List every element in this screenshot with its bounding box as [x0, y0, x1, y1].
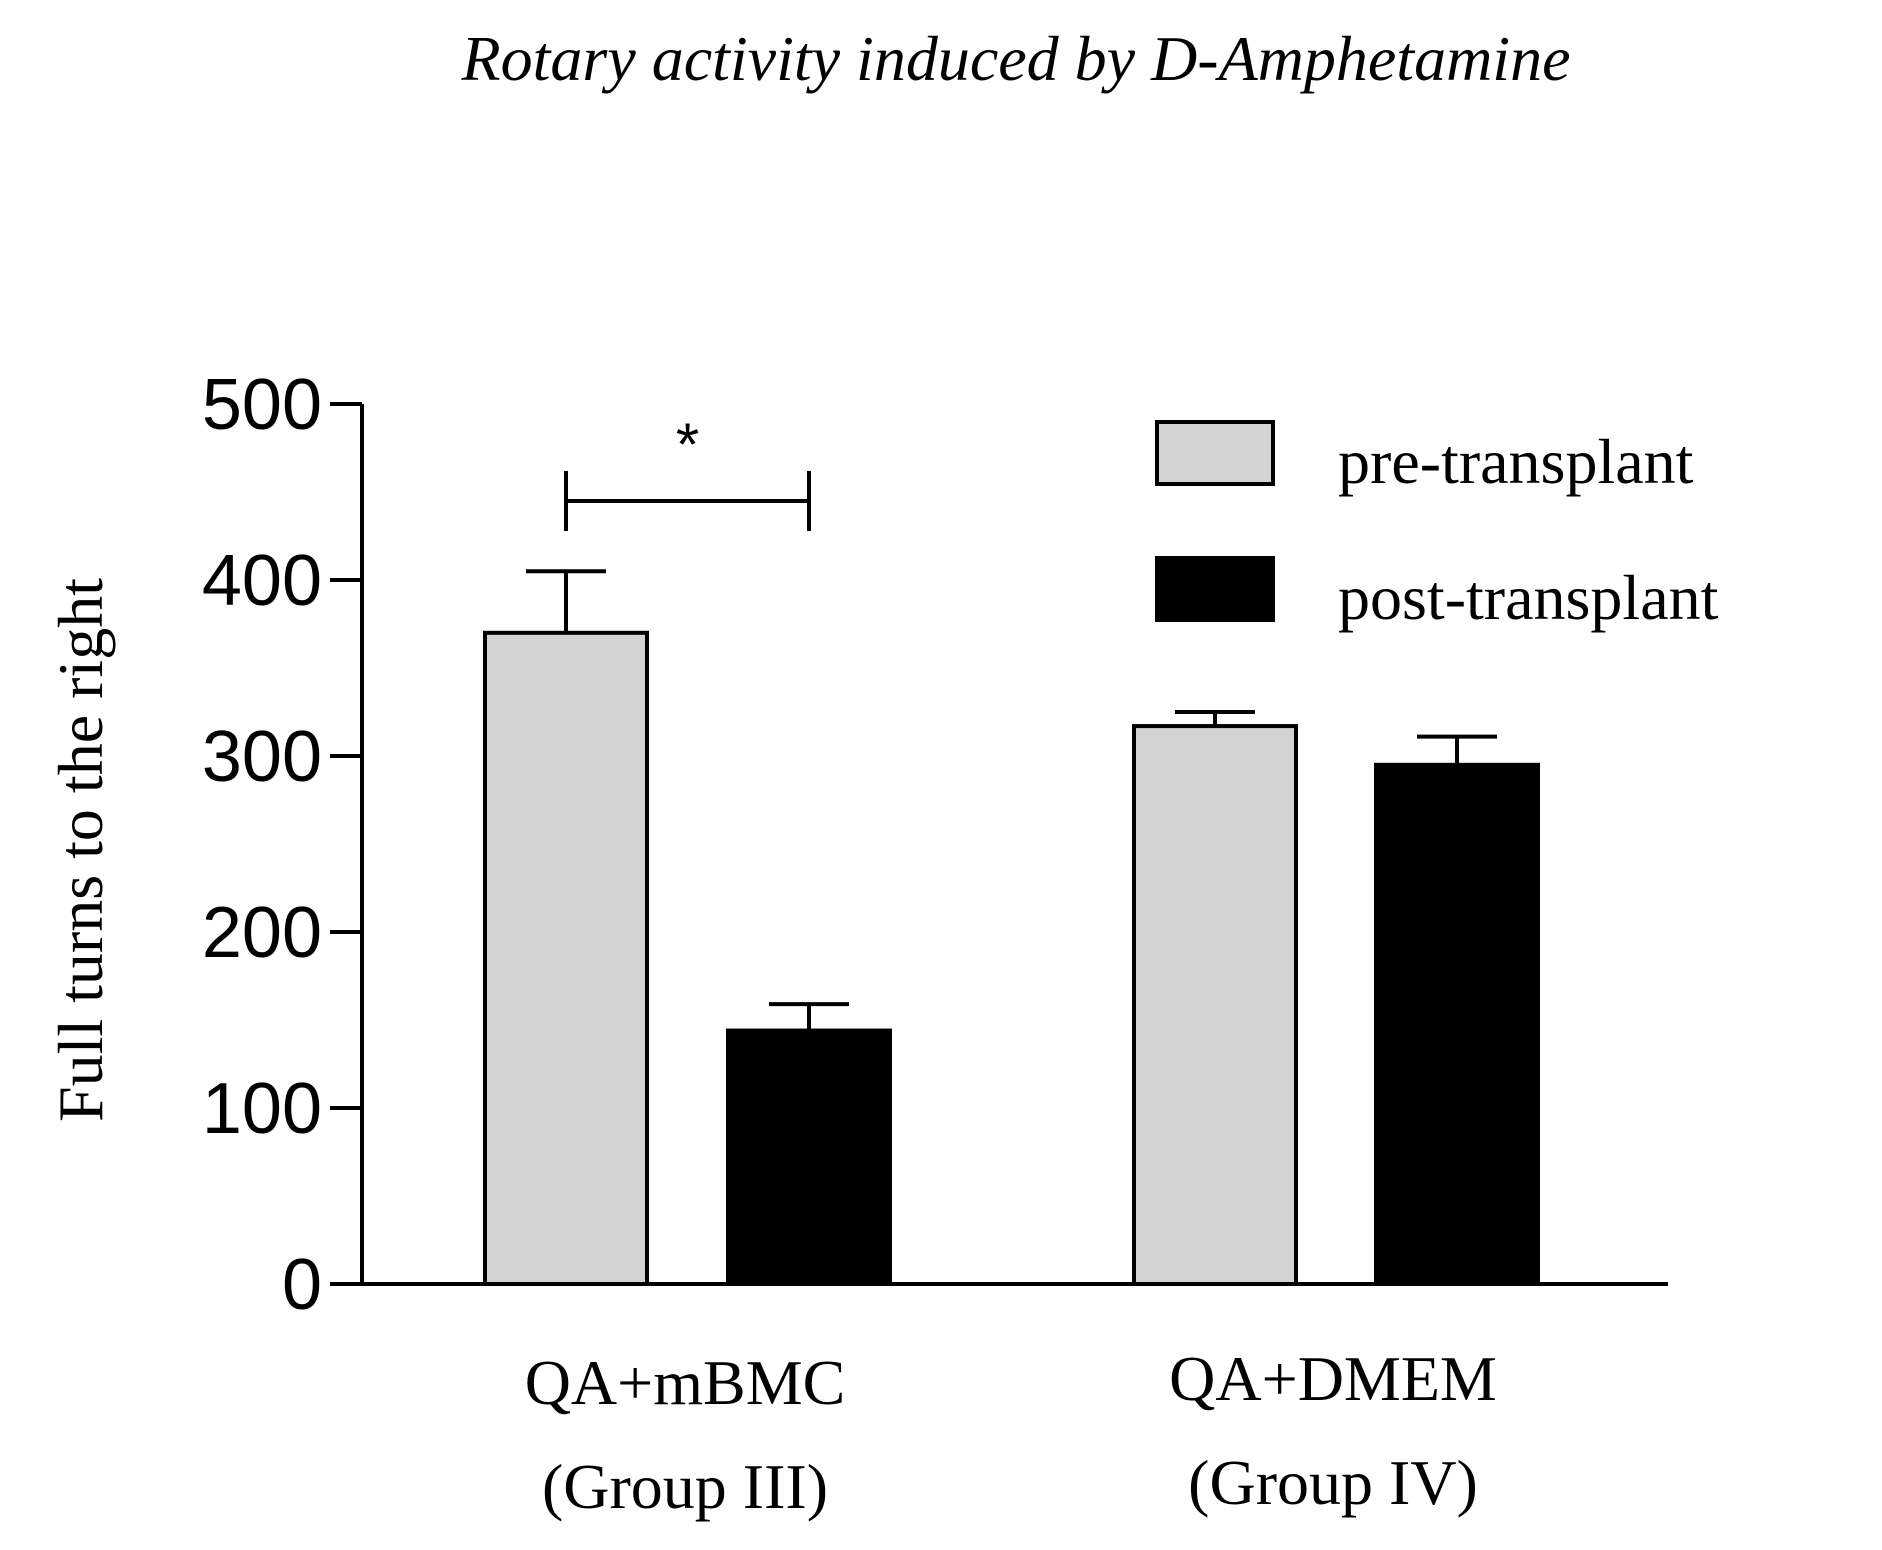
y-tick-label-200: 200 — [202, 893, 322, 973]
y-tick-label-100: 100 — [202, 1069, 322, 1149]
bar-pre-transplant-group-0 — [483, 630, 649, 1286]
y-ticks: 0 100 200 300 400 500 — [202, 365, 362, 1325]
bar-pre-transplant-group-1 — [1132, 724, 1298, 1286]
chart-title: Rotary activity induced by D-Amphetamine — [461, 23, 1571, 94]
error-bars — [526, 569, 1497, 1031]
legend-label-post-transplant: post-transplant — [1338, 562, 1719, 633]
y-axis: 0 100 200 300 400 500 — [202, 365, 364, 1325]
x-tick-label-group-iii-line1: QA+mBMC — [525, 1347, 846, 1418]
y-tick-label-0: 0 — [282, 1245, 322, 1325]
legend: pre-transplant post-transplant — [1155, 420, 1719, 633]
significance-annotations: * — [564, 411, 811, 531]
x-tick-label-group-iv-line2: (Group IV) — [1188, 1447, 1478, 1518]
legend-swatch-pre-transplant — [1155, 420, 1275, 486]
y-axis-label: Full turns to the right — [45, 578, 116, 1122]
y-tick-label-400: 400 — [202, 541, 322, 621]
significance-asterisk: * — [676, 411, 699, 478]
x-axis-labels: QA+mBMC (Group III) QA+DMEM (Group IV) — [525, 1343, 1497, 1522]
x-tick-label-group-iv-line1: QA+DMEM — [1169, 1343, 1497, 1414]
x-tick-label-group-iii-line2: (Group III) — [542, 1451, 828, 1522]
bar-post-transplant-group-1 — [1374, 762, 1540, 1286]
y-tick-label-500: 500 — [202, 365, 322, 445]
y-tick-label-300: 300 — [202, 717, 322, 797]
legend-label-pre-transplant: pre-transplant — [1338, 426, 1694, 497]
bar-post-transplant-group-0 — [726, 1028, 892, 1287]
bars — [483, 630, 1540, 1287]
legend-swatch-post-transplant — [1155, 556, 1275, 622]
